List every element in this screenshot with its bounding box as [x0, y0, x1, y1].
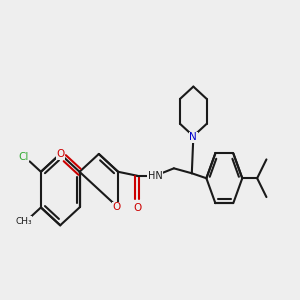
Text: CH₃: CH₃	[15, 217, 32, 226]
Text: O: O	[112, 202, 121, 212]
Text: O: O	[57, 149, 65, 160]
Text: HN: HN	[148, 171, 163, 181]
Text: O: O	[133, 203, 142, 213]
Text: N: N	[190, 132, 197, 142]
Text: Cl: Cl	[18, 152, 28, 162]
